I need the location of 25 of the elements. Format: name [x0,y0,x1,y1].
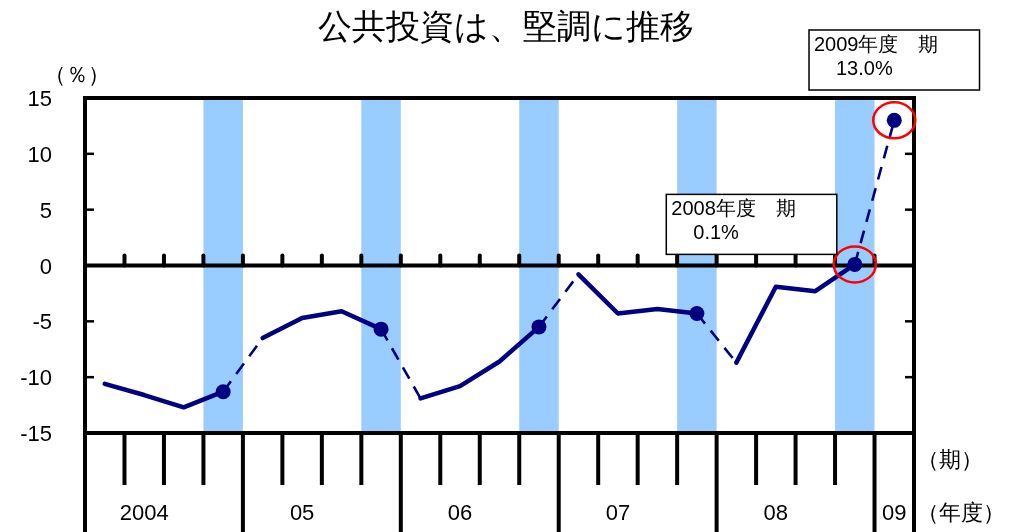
x-axis-title: （年度） [917,500,1005,525]
callout: 2008年度 期 0.1% [665,193,838,256]
y-tick-label: 0 [39,253,52,279]
point [531,319,547,335]
annotation: 2008年度 期 0.1% [671,197,796,244]
y-tick-label: -5 [32,309,52,335]
y-tick-label: 5 [39,197,52,223]
point [215,384,231,400]
y-tick-label: 10 [27,141,52,167]
point [689,306,705,322]
x-tick-label: 09 [882,500,907,525]
x-tick-label: 06 [447,500,473,525]
y-tick-label: -15 [20,421,52,446]
text: （期） [917,447,983,472]
annotation: 2009年度 期 13.0% [814,33,939,79]
callout: 2009年度 期 13.0% [808,29,981,91]
y-tick-label: 15 [27,86,52,111]
x-tick-label: 08 [763,500,789,525]
y-axis-title: （％） [44,62,110,87]
y-tick-label: -10 [20,365,52,391]
chart-title: 公共投資は、堅調に推移 [318,7,694,45]
point [373,321,389,337]
x-tick-label: 05 [289,500,315,525]
x-tick-label: 2004 [119,500,169,525]
x-tick-label: 07 [605,500,631,525]
